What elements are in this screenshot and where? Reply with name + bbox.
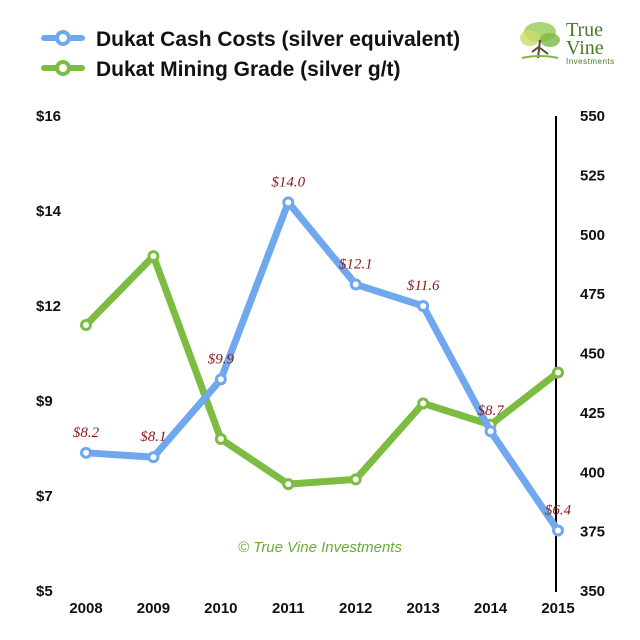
cash-point [80,446,92,459]
cash-data-label: $6.4 [545,503,572,519]
cash-point [552,524,564,537]
x-tick-label: 2011 [272,600,305,617]
right-tick-label: 525 [580,167,605,184]
cash-data-label: $12.1 [339,256,373,272]
series-cash-costs [80,196,564,537]
x-tick-label: 2012 [339,600,372,617]
right-tick-label: 475 [580,286,605,303]
logo-text-true: True [566,19,603,41]
legend-label-mining-grade: Dukat Mining Grade (silver g/t) [96,58,401,81]
left-tick-label: $16 [36,108,61,125]
cash-data-label: $8.2 [73,425,100,441]
grade-point [147,250,160,263]
right-tick-label: 350 [580,583,605,600]
right-tick-label: 550 [580,108,605,125]
logo-text-investments: Investments [566,57,615,66]
legend-item-mining-grade: Dukat Mining Grade (silver g/t) [41,58,401,81]
left-tick-label: $5 [36,583,53,600]
legend-swatch-marker-cash [55,30,71,46]
cash-point [282,196,295,209]
x-tick-label: 2008 [69,600,102,617]
cash-data-label: $8.1 [140,429,166,445]
x-tick-label: 2013 [406,600,439,617]
cash-point [417,300,430,312]
tree-icon [520,22,560,59]
right-tick-label: 500 [580,227,605,244]
cash-data-label: $11.6 [407,278,440,294]
right-axis-tick-labels: 550 525 500 475 450 425 400 375 350 [580,108,605,600]
legend-label-cash-costs: Dukat Cash Costs (silver equivalent) [96,28,460,51]
right-tick-label: 400 [580,464,605,481]
series-mining-grade [80,250,564,491]
right-tick-label: 425 [580,405,605,422]
legend: Dukat Cash Costs (silver equivalent) Duk… [41,28,460,81]
left-tick-label: $7 [36,488,53,505]
cash-line [82,198,562,535]
left-axis-tick-labels: $16 $14 $12 $9 $7 $5 [36,108,62,600]
x-tick-label: 2015 [541,600,574,617]
cash-point [349,278,362,291]
cash-cost-data-labels: $8.2 $8.1 $9.9 $14.0 $12.1 $11.6 $8.7 $6.4 [73,174,572,518]
x-tick-label: 2009 [137,600,170,617]
cash-point [147,451,160,464]
cash-data-label: $14.0 [271,174,305,190]
grade-point [349,473,362,486]
cash-data-label: $9.9 [208,351,235,367]
true-vine-logo: True Vine Investments [520,19,615,66]
cash-point [484,425,497,438]
grade-point [80,319,92,331]
legend-item-cash-costs: Dukat Cash Costs (silver equivalent) [41,28,460,51]
cash-point [214,373,227,386]
x-tick-label: 2010 [204,600,237,617]
right-tick-label: 375 [580,524,605,541]
left-tick-label: $12 [36,298,61,315]
left-tick-label: $9 [36,393,53,410]
grade-point [417,397,430,410]
grade-point [282,478,295,491]
grade-point [552,366,564,379]
logo-text-vine: Vine [566,37,604,59]
x-tick-label: 2014 [474,600,508,617]
grade-point [214,433,227,445]
cash-data-label: $8.7 [477,403,505,419]
x-axis-tick-labels: 2008 2009 2010 2011 2012 2013 2014 2015 [69,600,574,617]
left-tick-label: $14 [36,203,62,220]
copyright-notice: © True Vine Investments [238,539,402,556]
right-tick-label: 450 [580,346,605,363]
legend-swatch-marker-grade [55,60,71,76]
grade-line [82,252,562,488]
